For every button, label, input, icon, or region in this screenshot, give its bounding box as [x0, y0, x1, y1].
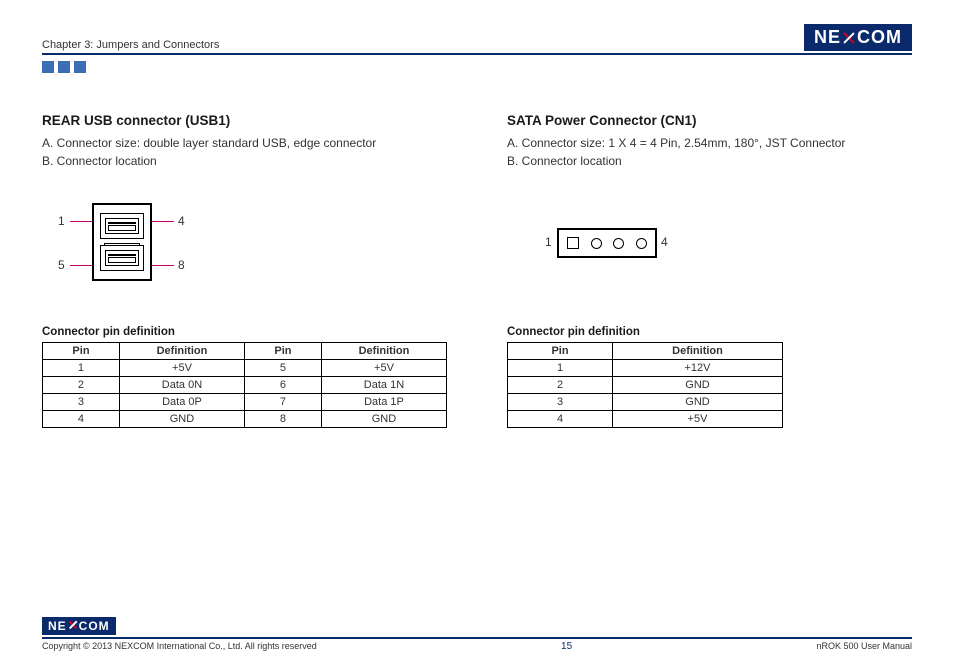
table-cell: +5V — [613, 411, 783, 428]
table-cell: +5V — [321, 360, 446, 377]
pin-label: 5 — [58, 258, 65, 272]
pin-label: 8 — [178, 258, 185, 272]
table-cell: 4 — [43, 411, 120, 428]
usb-table-title: Connector pin definition — [42, 326, 447, 338]
table-cell: 5 — [244, 360, 321, 377]
usb-pin-table: PinDefinitionPinDefinition1+5V5+5V2Data … — [42, 342, 447, 428]
pin-label: 4 — [178, 214, 185, 228]
chapter-title: Chapter 3: Jumpers and Connectors — [42, 39, 219, 51]
page-header: Chapter 3: Jumpers and Connectors NE COM — [42, 24, 912, 51]
table-row: 1+5V5+5V — [43, 360, 447, 377]
usb-port-bottom — [100, 245, 144, 271]
table-cell: Data 1N — [321, 377, 446, 394]
lead-line — [152, 265, 174, 266]
table-cell: GND — [321, 411, 446, 428]
sata-pin-table: PinDefinition1+12V2GND3GND4+5V — [507, 342, 783, 428]
usb-connector-body — [92, 203, 152, 281]
sata-table-title: Connector pin definition — [507, 326, 912, 338]
table-cell: 2 — [508, 377, 613, 394]
left-column: REAR USB connector (USB1) A. Connector s… — [42, 113, 447, 428]
footer-logo: NECOM — [42, 617, 116, 635]
table-row: 2Data 0N6Data 1N — [43, 377, 447, 394]
pin-shape-circle — [613, 238, 624, 249]
table-header-cell: Pin — [244, 343, 321, 360]
footer-row: Copyright © 2013 NEXCOM International Co… — [42, 641, 912, 652]
usb-port-top — [100, 213, 144, 239]
lead-line — [152, 221, 174, 222]
usb-line-b: B. Connector location — [42, 152, 447, 170]
lead-line — [70, 265, 92, 266]
sata-connector-body — [557, 228, 657, 258]
table-cell: 6 — [244, 377, 321, 394]
usb-section-title: REAR USB connector (USB1) — [42, 113, 447, 128]
table-row: 1+12V — [508, 360, 783, 377]
table-row: 4+5V — [508, 411, 783, 428]
pin-shape-circle — [591, 238, 602, 249]
copyright-text: Copyright © 2013 NEXCOM International Co… — [42, 641, 317, 651]
table-cell: +5V — [119, 360, 244, 377]
table-cell: 2 — [43, 377, 120, 394]
table-cell: 1 — [43, 360, 120, 377]
table-header-cell: Pin — [508, 343, 613, 360]
table-cell: 8 — [244, 411, 321, 428]
table-header-cell: Definition — [119, 343, 244, 360]
nexcom-logo: NE COM — [804, 24, 912, 51]
pin-label: 1 — [58, 214, 65, 228]
page-number: 15 — [561, 641, 572, 652]
pin-shape-square — [567, 237, 579, 249]
table-row: 2GND — [508, 377, 783, 394]
sata-line-b: B. Connector location — [507, 152, 912, 170]
header-rule — [42, 53, 912, 55]
lead-line — [70, 221, 92, 222]
sata-section-title: SATA Power Connector (CN1) — [507, 113, 912, 128]
sata-line-a: A. Connector size: 1 X 4 = 4 Pin, 2.54mm… — [507, 134, 912, 152]
page-footer: NECOM Copyright © 2013 NEXCOM Internatio… — [42, 617, 912, 652]
table-cell: 1 — [508, 360, 613, 377]
table-cell: 4 — [508, 411, 613, 428]
table-row: 4GND8GND — [43, 411, 447, 428]
table-cell: GND — [613, 377, 783, 394]
sata-pins-row — [567, 235, 647, 251]
table-cell: 3 — [43, 394, 120, 411]
usb-diagram: 1 4 5 8 — [42, 198, 447, 308]
table-cell: 3 — [508, 394, 613, 411]
manual-name: nROK 500 User Manual — [816, 641, 912, 651]
table-row: 3GND — [508, 394, 783, 411]
table-cell: +12V — [613, 360, 783, 377]
table-header-cell: Pin — [43, 343, 120, 360]
decorative-squares — [42, 61, 912, 73]
table-cell: Data 0N — [119, 377, 244, 394]
table-header-cell: Definition — [321, 343, 446, 360]
sata-diagram: 1 4 — [507, 198, 912, 308]
pin-shape-circle — [636, 238, 647, 249]
table-cell: GND — [613, 394, 783, 411]
table-row: 3Data 0P7Data 1P — [43, 394, 447, 411]
usb-line-a: A. Connector size: double layer standard… — [42, 134, 447, 152]
pin-label: 4 — [661, 235, 668, 249]
logo-x-icon — [68, 620, 78, 630]
right-column: SATA Power Connector (CN1) A. Connector … — [507, 113, 912, 428]
footer-rule — [42, 637, 912, 639]
table-cell: GND — [119, 411, 244, 428]
table-cell: 7 — [244, 394, 321, 411]
content-columns: REAR USB connector (USB1) A. Connector s… — [42, 113, 912, 428]
pin-label: 1 — [545, 235, 552, 249]
table-cell: Data 0P — [119, 394, 244, 411]
table-cell: Data 1P — [321, 394, 446, 411]
logo-x-icon — [842, 31, 856, 45]
table-header-cell: Definition — [613, 343, 783, 360]
